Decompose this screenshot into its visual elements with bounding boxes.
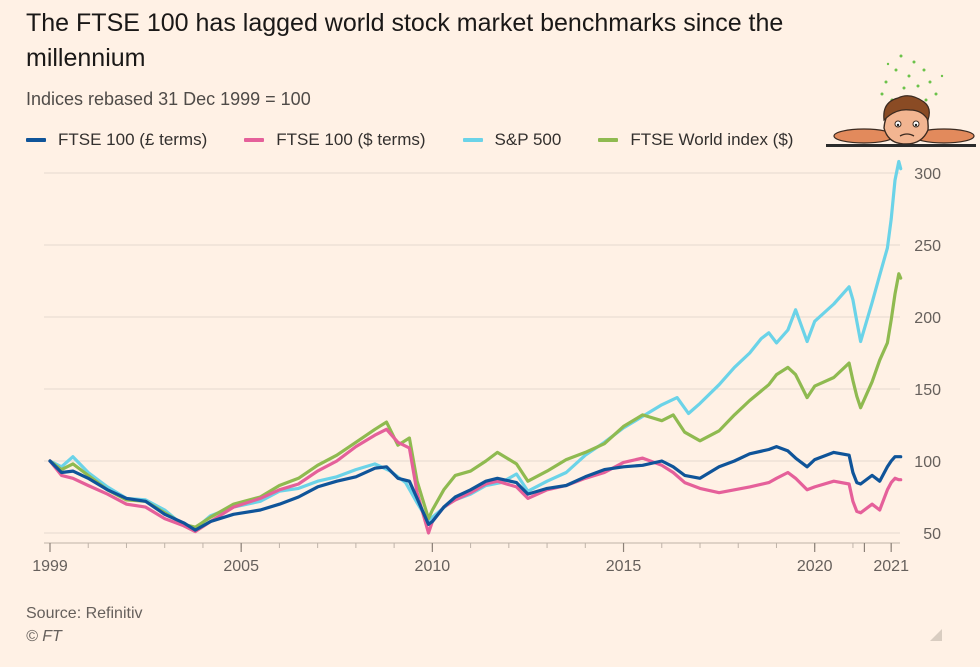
x-tick-label: 2021 <box>873 558 909 575</box>
source-note: Source: Refinitiv <box>26 605 143 622</box>
legend-item-ftse-usd: FTSE 100 ($ terms) <box>244 130 426 150</box>
x-tick-label: 2010 <box>415 558 451 575</box>
legend-swatch <box>462 138 483 142</box>
series-layer <box>48 159 903 535</box>
y-tick-label: 250 <box>914 238 941 255</box>
legend-item-sp500: S&P 500 <box>462 130 562 150</box>
y-tick-label: 50 <box>923 526 941 543</box>
x-tick-label: 2015 <box>606 558 642 575</box>
x-tick-label: 1999 <box>32 558 68 575</box>
chart-subtitle: Indices rebased 31 Dec 1999 = 100 <box>26 89 311 109</box>
legend-swatch <box>598 138 619 142</box>
legend-swatch <box>26 138 46 142</box>
chart-title: The FTSE 100 has lagged world stock mark… <box>26 9 784 72</box>
grid-layer <box>44 172 900 534</box>
axis-layer: 50 100 150 200 250 300 1999 2005 2010 2015 2020 202… <box>32 166 941 575</box>
series-line-ftse-100-terms- <box>48 445 903 532</box>
chart-legend: FTSE 100 (£ terms) FTSE 100 ($ terms) S&… <box>26 130 830 150</box>
legend-label: S&P 500 <box>494 130 562 149</box>
x-tick-label: 2020 <box>797 558 833 575</box>
series-line-s-p-500 <box>48 159 903 531</box>
legend-item-ftse-world: FTSE World index ($) <box>598 130 793 150</box>
series-line-ftse-100-terms- <box>48 427 903 535</box>
y-tick-label: 300 <box>914 166 941 183</box>
series-line-ftse-world-index- <box>48 272 903 529</box>
y-tick-label: 150 <box>914 382 941 399</box>
legend-label: FTSE 100 (£ terms) <box>58 130 208 149</box>
frustrated-man-icon <box>826 54 976 147</box>
x-tick-label: 2005 <box>223 558 259 575</box>
legend-item-ftse-gbp: FTSE 100 (£ terms) <box>26 130 207 150</box>
legend-label: FTSE 100 ($ terms) <box>276 130 426 149</box>
copyright-note: © FT <box>26 628 62 645</box>
y-tick-label: 200 <box>914 310 941 327</box>
legend-swatch <box>244 138 265 142</box>
resize-handle-icon <box>930 629 942 641</box>
legend-label: FTSE World index ($) <box>630 130 794 149</box>
y-tick-label: 100 <box>914 454 941 471</box>
